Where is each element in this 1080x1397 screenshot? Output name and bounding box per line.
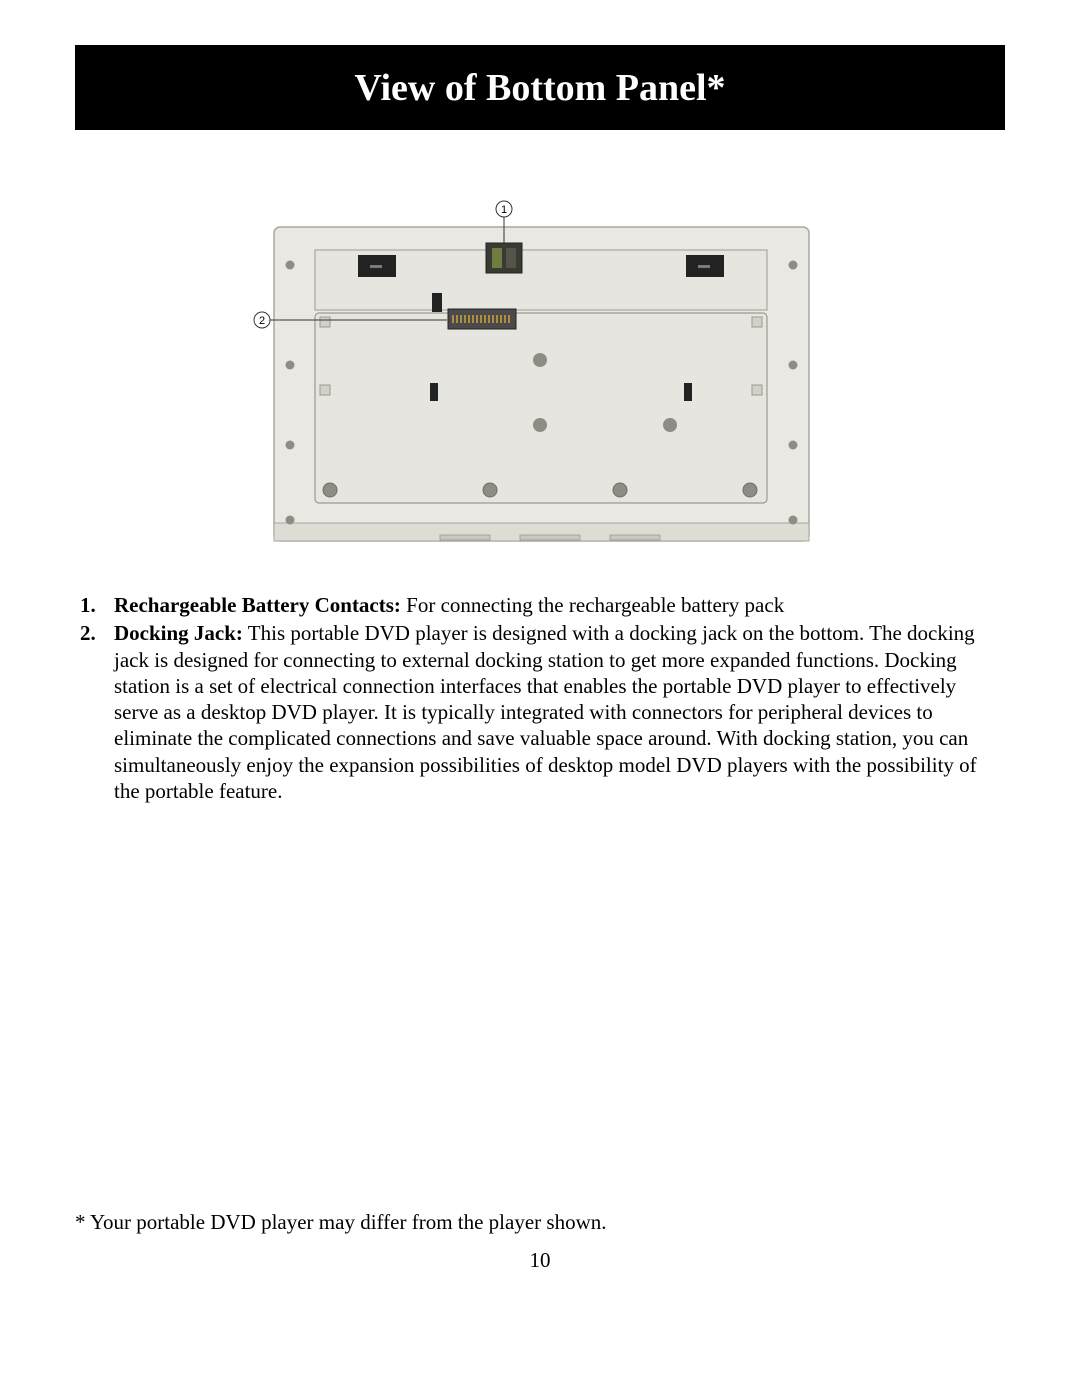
item-number: 2. xyxy=(80,620,96,646)
footnote: * Your portable DVD player may differ fr… xyxy=(75,1210,607,1235)
item-number: 1. xyxy=(80,592,96,618)
page-title: View of Bottom Panel* xyxy=(354,66,725,110)
diagram-svg: 1 2 xyxy=(240,195,840,555)
item-term: Docking Jack: xyxy=(114,621,243,645)
item-desc: For connecting the rechargeable battery … xyxy=(401,593,784,617)
item-desc: This portable DVD player is designed wit… xyxy=(114,621,977,803)
header-bar: View of Bottom Panel* xyxy=(75,45,1005,130)
callout-1-label: 1 xyxy=(501,204,507,216)
feature-list: 1. Rechargeable Battery Contacts: For co… xyxy=(80,592,1000,806)
page-number: 10 xyxy=(0,1248,1080,1273)
list-item: 1. Rechargeable Battery Contacts: For co… xyxy=(80,592,1000,618)
callout-2-label: 2 xyxy=(259,315,265,327)
item-term: Rechargeable Battery Contacts: xyxy=(114,593,401,617)
bottom-panel-diagram: 1 2 xyxy=(240,195,840,555)
list-item: 2. Docking Jack: This portable DVD playe… xyxy=(80,620,1000,804)
